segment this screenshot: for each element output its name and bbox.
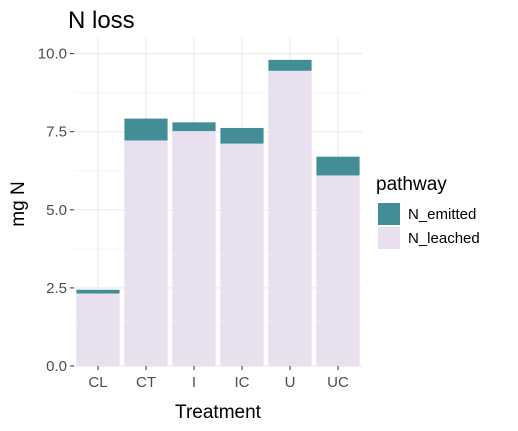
x-tick-label-IC: IC (235, 374, 250, 391)
bar-N_leached-I (172, 131, 216, 366)
y-tick-label: 5.0 (46, 202, 67, 219)
x-tick-label-UC: UC (327, 374, 349, 391)
y-tick-label: 0.0 (46, 358, 67, 375)
bar-N_emitted-I (172, 122, 216, 132)
bar-N_leached-CL (76, 293, 120, 366)
y-tick-label: 2.5 (46, 280, 67, 297)
bar-N_leached-U (268, 70, 312, 367)
y-tick-label: 10.0 (38, 46, 67, 63)
bar-N_emitted-CT (124, 118, 168, 141)
bar-N_leached-UC (316, 175, 360, 366)
y-tick-label: 7.5 (46, 124, 67, 141)
chart-title: N loss (68, 7, 135, 34)
bar-N_emitted-CL (76, 289, 120, 294)
x-axis-title: Treatment (175, 402, 262, 423)
x-axis: CL CT I IC U UC (88, 366, 349, 391)
legend-title: pathway (376, 174, 447, 195)
bar-N_emitted-UC (316, 156, 360, 176)
legend-label-N_emitted: N_emitted (408, 206, 476, 223)
x-tick-label-CT: CT (136, 374, 156, 391)
legend-label-N_leached: N_leached (408, 230, 480, 247)
bar-N_leached-IC (220, 143, 264, 366)
legend-key-N_emitted (378, 203, 400, 225)
y-axis-title: mg N (8, 181, 29, 226)
bar-N_leached-CT (124, 140, 168, 366)
x-tick-label-CL: CL (88, 374, 107, 391)
legend: pathway N_emitted N_leached (376, 174, 480, 249)
y-axis: 0.0 2.5 5.0 7.5 10.0 (38, 46, 74, 375)
x-tick-label-U: U (285, 374, 296, 391)
bars (76, 59, 360, 367)
bar-N_emitted-U (268, 59, 312, 71)
bar-N_emitted-IC (220, 127, 264, 144)
legend-key-N_leached (378, 227, 400, 249)
x-tick-label-I: I (192, 374, 196, 391)
